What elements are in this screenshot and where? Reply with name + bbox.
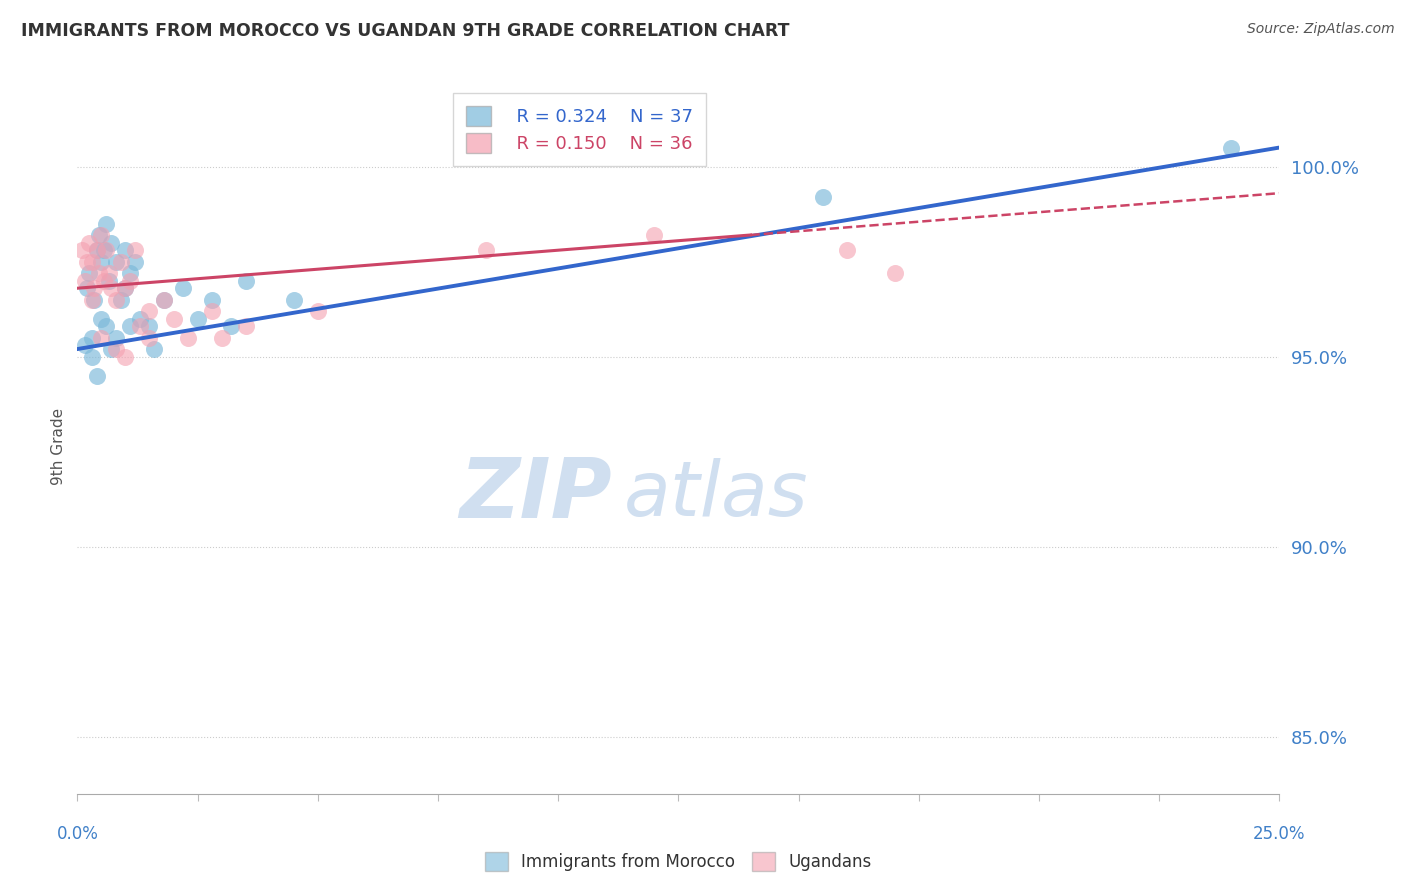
Point [201, 293, 224, 307]
Point [124, 254, 146, 268]
Text: 25.0%: 25.0% [1253, 825, 1306, 843]
Point [143, 342, 166, 356]
Point [211, 331, 233, 345]
Point [1220, 140, 1243, 154]
Point [80, 350, 103, 364]
Point [86, 368, 108, 383]
Point [124, 243, 146, 257]
Point [811, 190, 834, 204]
Point [93, 243, 115, 257]
Point [87, 227, 110, 242]
Point [90, 311, 112, 326]
Point [643, 227, 665, 242]
Text: Source: ZipAtlas.com: Source: ZipAtlas.com [1247, 22, 1395, 37]
Point [70, 243, 93, 257]
Point [83, 293, 105, 307]
Y-axis label: 9th Grade: 9th Grade [51, 408, 66, 484]
Point [283, 293, 305, 307]
Point [114, 281, 136, 295]
Point [235, 319, 257, 334]
Point [883, 266, 905, 280]
Point [835, 243, 858, 257]
Point [96, 319, 118, 334]
Point [97, 266, 120, 280]
Point [104, 254, 127, 268]
Text: ZIP: ZIP [460, 454, 612, 535]
Point [93, 274, 115, 288]
Text: atlas: atlas [624, 458, 808, 532]
Point [138, 304, 160, 318]
Point [79, 235, 101, 250]
Text: IMMIGRANTS FROM MOROCCO VS UGANDAN 9TH GRADE CORRELATION CHART: IMMIGRANTS FROM MOROCCO VS UGANDAN 9TH G… [21, 22, 790, 40]
Point [100, 281, 122, 295]
Point [79, 266, 101, 280]
Point [235, 274, 257, 288]
Point [80, 293, 103, 307]
Point [153, 293, 176, 307]
Point [83, 281, 105, 295]
Point [104, 342, 127, 356]
Point [80, 254, 103, 268]
Point [475, 243, 498, 257]
Point [86, 243, 108, 257]
Point [186, 311, 209, 326]
Point [153, 293, 176, 307]
Point [80, 331, 103, 345]
Point [128, 311, 150, 326]
Point [219, 319, 242, 334]
Point [90, 227, 112, 242]
Point [90, 331, 112, 345]
Point [138, 319, 160, 334]
Point [110, 254, 132, 268]
Point [201, 304, 224, 318]
Point [114, 243, 136, 257]
Point [96, 243, 118, 257]
Legend: Immigrants from Morocco, Ugandans: Immigrants from Morocco, Ugandans [477, 844, 880, 880]
Point [104, 293, 127, 307]
Point [76, 281, 98, 295]
Point [177, 331, 200, 345]
Point [100, 342, 122, 356]
Point [86, 243, 108, 257]
Point [120, 319, 142, 334]
Point [87, 266, 110, 280]
Point [114, 281, 136, 295]
Point [162, 311, 184, 326]
Point [110, 293, 132, 307]
Point [172, 281, 194, 295]
Point [138, 331, 160, 345]
Point [104, 331, 127, 345]
Point [96, 217, 118, 231]
Point [76, 254, 98, 268]
Point [307, 304, 329, 318]
Point [114, 350, 136, 364]
Text: 0.0%: 0.0% [56, 825, 98, 843]
Point [73, 274, 96, 288]
Point [73, 338, 96, 352]
Point [97, 274, 120, 288]
Point [100, 235, 122, 250]
Point [128, 319, 150, 334]
Point [120, 274, 142, 288]
Point [120, 266, 142, 280]
Point [90, 254, 112, 268]
